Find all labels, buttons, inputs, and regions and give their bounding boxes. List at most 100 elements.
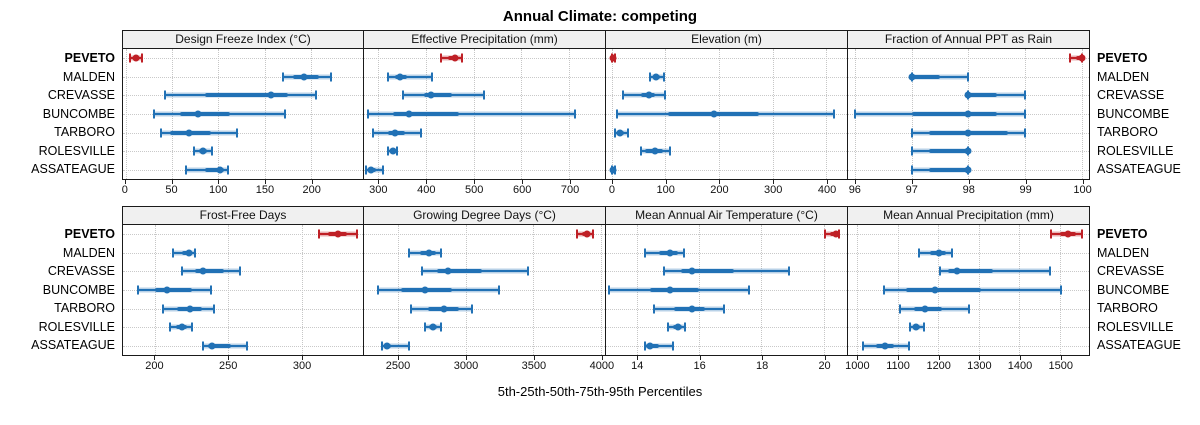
whisker-cap <box>407 341 410 351</box>
panel-frame: Mean Annual Precipitation (mm) <box>847 206 1090 356</box>
whisker-cap <box>423 322 426 332</box>
whisker-cap <box>282 72 285 82</box>
row-reference-line <box>123 234 363 236</box>
panel-x-axis: 2500 3000 3500 4000 <box>364 356 614 376</box>
series-row-malden <box>123 68 363 87</box>
series-row-buncombe <box>123 281 363 300</box>
median-dot <box>389 147 397 155</box>
series-label-peveto: PEVETO <box>1097 227 1148 241</box>
whisker-cap <box>396 146 399 156</box>
row-reference-line <box>123 308 363 310</box>
panel-body <box>364 225 605 355</box>
panel: Mean Annual Air Temperature (°C) 14 16 18 20 <box>605 206 848 376</box>
whisker-cap <box>643 248 646 258</box>
whisker-cap <box>180 266 183 276</box>
whisker-cap <box>212 304 215 314</box>
axis-tick-label: 99 <box>1019 184 1032 196</box>
series-row-assateague <box>848 160 1089 179</box>
whisker-cap <box>483 90 486 100</box>
row-reference-line <box>606 327 847 329</box>
median-dot <box>953 267 961 275</box>
panel-frame: Design Freeze Index (°C) <box>122 30 364 180</box>
axis-tick <box>665 180 667 184</box>
panel-strip-title: Growing Degree Days (°C) <box>364 207 605 225</box>
whisker-cap <box>382 165 385 175</box>
median-dot <box>199 147 207 155</box>
series-row-peveto <box>364 225 605 244</box>
whisker-cap <box>190 322 193 332</box>
panel-x-axis: 0 50 100 150 200 <box>122 180 364 200</box>
series-label-buncombe: BUNCOMBE <box>42 106 115 121</box>
series-row-assateague <box>606 336 847 355</box>
series-row-malden <box>364 68 605 87</box>
whisker-cap <box>682 248 685 258</box>
whisker-cap <box>460 53 463 63</box>
series-row-assateague <box>364 336 605 355</box>
axis-tick-label: 1000 <box>845 360 870 372</box>
whisker-cap <box>616 109 619 119</box>
whisker-cap <box>410 304 413 314</box>
interquartile-bar <box>437 269 482 274</box>
series-row-assateague <box>606 160 847 179</box>
axis-tick-label: 250 <box>219 360 238 372</box>
row-reference-line <box>848 58 1089 60</box>
series-row-rolesville <box>848 318 1089 337</box>
panels-top: Design Freeze Index (°C) 0 50 100 150 200 Effe… <box>122 30 1092 200</box>
axis-tick <box>824 356 826 360</box>
series-row-malden <box>606 68 847 87</box>
row-reference-line <box>848 252 1089 254</box>
panel-x-axis: 14 16 18 20 <box>606 356 848 376</box>
panel-body <box>364 49 605 179</box>
panel-body <box>848 49 1089 179</box>
median-dot <box>931 286 939 294</box>
axis-tick <box>699 356 701 360</box>
panel-frame: Mean Annual Air Temperature (°C) <box>605 206 848 356</box>
axis-tick <box>979 356 981 360</box>
whisker-cap <box>667 322 670 332</box>
axis-tick <box>911 180 913 184</box>
row-reference-line <box>606 345 847 347</box>
axis-tick-label: 600 <box>512 184 532 196</box>
panel-strip-title: Frost-Free Days <box>123 207 363 225</box>
series-row-assateague <box>123 160 363 179</box>
series-row-tarboro <box>606 123 847 142</box>
whisker-cap <box>833 109 836 119</box>
whisker-cap <box>967 304 970 314</box>
whisker-cap <box>366 109 369 119</box>
row-reference-line <box>606 169 847 171</box>
whisker-cap <box>430 72 433 82</box>
x-axis-label: 5th-25th-50th-75th-95th Percentiles <box>497 384 703 399</box>
row-reference-line <box>364 345 605 347</box>
axis-tick <box>228 356 230 360</box>
panel: Effective Precipitation (mm) 300 400 500 600… <box>363 30 606 200</box>
panel: Mean Annual Precipitation (mm) 1000 1100 12… <box>845 206 1090 376</box>
whisker-cap <box>640 146 643 156</box>
axis-tick <box>302 356 304 360</box>
axis-tick-label: 0 <box>608 184 615 196</box>
whisker-cap <box>573 109 576 119</box>
panel-x-axis: 1000 1100 1200 1300 1400 1500 <box>845 356 1090 376</box>
median-dot <box>666 286 674 294</box>
axis-tick <box>311 180 313 184</box>
series-label-malden: MALDEN <box>62 245 115 260</box>
axis-tick-label: 0 <box>121 184 128 196</box>
whisker-cap <box>440 53 443 63</box>
median-dot <box>583 230 591 238</box>
whisker-cap <box>910 146 913 156</box>
series-row-assateague <box>364 160 605 179</box>
whisker-cap <box>386 72 389 82</box>
axis-tick-label: 97 <box>905 184 918 196</box>
series-row-crevasse <box>123 262 363 281</box>
whisker-cap <box>671 341 674 351</box>
median-dot <box>427 91 435 99</box>
median-dot <box>666 249 674 257</box>
axis-tick <box>1025 180 1027 184</box>
series-row-tarboro <box>123 123 363 142</box>
interquartile-bar <box>194 269 224 274</box>
series-row-tarboro <box>848 299 1089 318</box>
series-label-tarboro: TARBORO <box>54 301 115 316</box>
series-row-crevasse <box>606 262 847 281</box>
panel: Design Freeze Index (°C) 0 50 100 150 200 <box>122 30 364 200</box>
panel-frame: Frost-Free Days <box>122 206 364 356</box>
whisker-cap <box>168 322 171 332</box>
